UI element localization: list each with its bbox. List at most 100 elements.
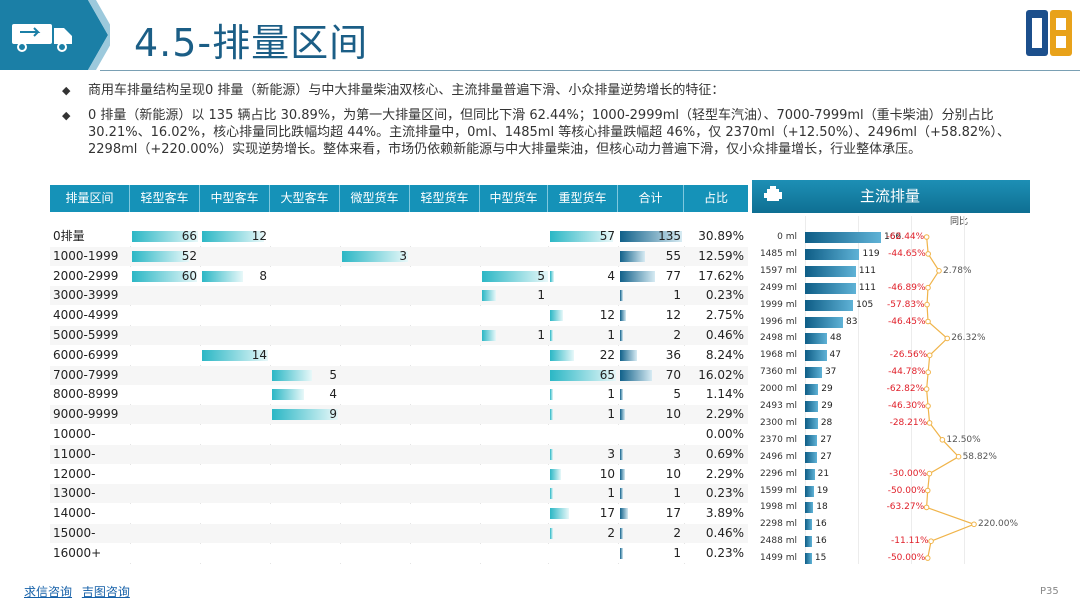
yoy-value-label: 58.82% xyxy=(962,451,997,462)
yoy-value-label: -50.00% xyxy=(887,553,926,564)
cell-data-bar xyxy=(550,369,616,381)
chart-bar-value: 37 xyxy=(824,367,837,378)
th-light-bus: 轻型客车 xyxy=(130,185,200,212)
chart-bar-value: 16 xyxy=(815,519,827,530)
yoy-series-line xyxy=(925,236,976,559)
total-bar xyxy=(620,349,637,361)
yoy-value-label: -28.21% xyxy=(889,417,928,428)
chart-bar-value: 111 xyxy=(858,265,876,276)
chart-bar-value: 27 xyxy=(820,451,832,462)
cell-data-bar xyxy=(550,468,562,480)
th-light-truck: 轻型货车 xyxy=(410,185,480,212)
cell-data-bar xyxy=(482,270,548,282)
chart-bar-value: 15 xyxy=(814,553,827,564)
yoy-value-label: -50.00% xyxy=(887,485,926,496)
cell-value: 65 xyxy=(599,367,615,382)
footer-links: 求信咨询 吉图咨询 xyxy=(24,583,136,600)
cell-value: 1 xyxy=(607,407,615,422)
yoy-value-label: 12.50% xyxy=(946,434,981,445)
chart-bar-value: 119 xyxy=(862,248,880,259)
total-value: 5 xyxy=(673,387,681,402)
yoy-point xyxy=(925,369,931,376)
yoy-point xyxy=(923,504,930,511)
total-value: 135 xyxy=(658,229,681,243)
cell-data-bar xyxy=(132,250,189,262)
cell-value: 1 xyxy=(537,328,545,342)
chart-category-label: 1485 ml xyxy=(759,248,797,259)
cell-data-bar xyxy=(272,369,312,381)
cell-value: 9 xyxy=(329,407,337,422)
chart-bar xyxy=(805,384,819,396)
total-value: 12 xyxy=(665,308,681,323)
table-row xyxy=(50,543,748,563)
cell-value: 57 xyxy=(599,229,615,243)
yoy-value-label: 220.00% xyxy=(978,519,1019,530)
total-bar xyxy=(620,270,656,282)
yoy-point xyxy=(928,538,934,545)
yoy-value-label: -63.27% xyxy=(886,502,925,513)
chart-category-label: 2488 ml xyxy=(759,536,797,547)
chart-bar-value: 16 xyxy=(815,536,827,547)
chart-category-label: 2300 ml xyxy=(759,417,797,428)
yoy-point xyxy=(923,386,930,392)
footer-link-qiuxin[interactable]: 求信咨询 xyxy=(24,585,73,599)
chart-category-label: 7360 ml xyxy=(759,367,797,378)
chart-category-label: 1968 ml xyxy=(759,350,797,361)
cell-value: 60 xyxy=(181,268,197,283)
chart-bar-value: 166 xyxy=(884,232,902,242)
yoy-point xyxy=(939,437,946,443)
total-bar xyxy=(620,290,623,302)
chart-bar-value: 19 xyxy=(816,485,829,496)
cell-value: 4 xyxy=(607,268,615,283)
yoy-value-label: -46.45% xyxy=(888,316,926,327)
yoy-point xyxy=(926,352,933,359)
cell-value: 22 xyxy=(599,347,615,362)
row-range-label: 16000+ xyxy=(53,545,102,560)
total-value: 70 xyxy=(665,367,681,382)
total-bar xyxy=(620,468,625,480)
brand-logo-icon xyxy=(1026,10,1072,56)
share-value: 2.29% xyxy=(705,407,744,422)
chart-bar xyxy=(805,282,856,294)
th-mini-truck: 微型货车 xyxy=(340,185,410,212)
share-value: 3.89% xyxy=(705,506,744,521)
chart-gridline xyxy=(858,216,859,564)
total-value: 10 xyxy=(665,407,681,422)
row-range-label: 14000-14999 xyxy=(53,506,96,539)
chart-bar xyxy=(805,536,813,548)
table-row xyxy=(50,444,748,464)
share-value: 0.23% xyxy=(705,486,744,501)
total-value: 36 xyxy=(665,347,681,362)
total-value: 10 xyxy=(665,466,681,481)
cell-data-bar xyxy=(272,389,304,401)
share-value: 30.89% xyxy=(698,229,744,243)
cell-value: 1 xyxy=(607,387,615,402)
right-panel-title: 主流排量 xyxy=(859,187,920,205)
diamond-bullet-icon: ◆ xyxy=(62,109,71,122)
cell-data-bar xyxy=(132,231,198,242)
chart-category-label: 2298 ml xyxy=(759,519,797,530)
cell-data-bar xyxy=(550,270,555,282)
cell-value: 17 xyxy=(599,506,615,521)
cell-value: 52 xyxy=(181,248,197,263)
yoy-point xyxy=(925,403,931,409)
chart-category-label: 2296 ml xyxy=(759,468,797,479)
yoy-value-label: -11.11% xyxy=(891,536,929,547)
chart-category-label: 1599 ml xyxy=(759,485,797,496)
cell-data-bar xyxy=(202,270,244,282)
cell-data-bar xyxy=(550,310,564,322)
yoy-point xyxy=(925,251,931,257)
total-bar xyxy=(620,448,623,460)
yoy-value-label: -46.30% xyxy=(888,401,926,411)
yoy-point xyxy=(926,470,933,477)
chart-category-label: 1499 ml xyxy=(759,553,797,564)
footer-link-jitu[interactable]: 吉图咨询 xyxy=(81,585,130,599)
cell-data-bar xyxy=(202,231,264,242)
yoy-value-label: -26.56% xyxy=(889,350,928,361)
share-value: 0.46% xyxy=(705,526,744,540)
total-value: 3 xyxy=(673,446,681,461)
cell-data-bar xyxy=(550,508,569,520)
chart-bar xyxy=(805,367,822,379)
chart-bar xyxy=(805,417,818,429)
chart-bar xyxy=(805,232,881,243)
